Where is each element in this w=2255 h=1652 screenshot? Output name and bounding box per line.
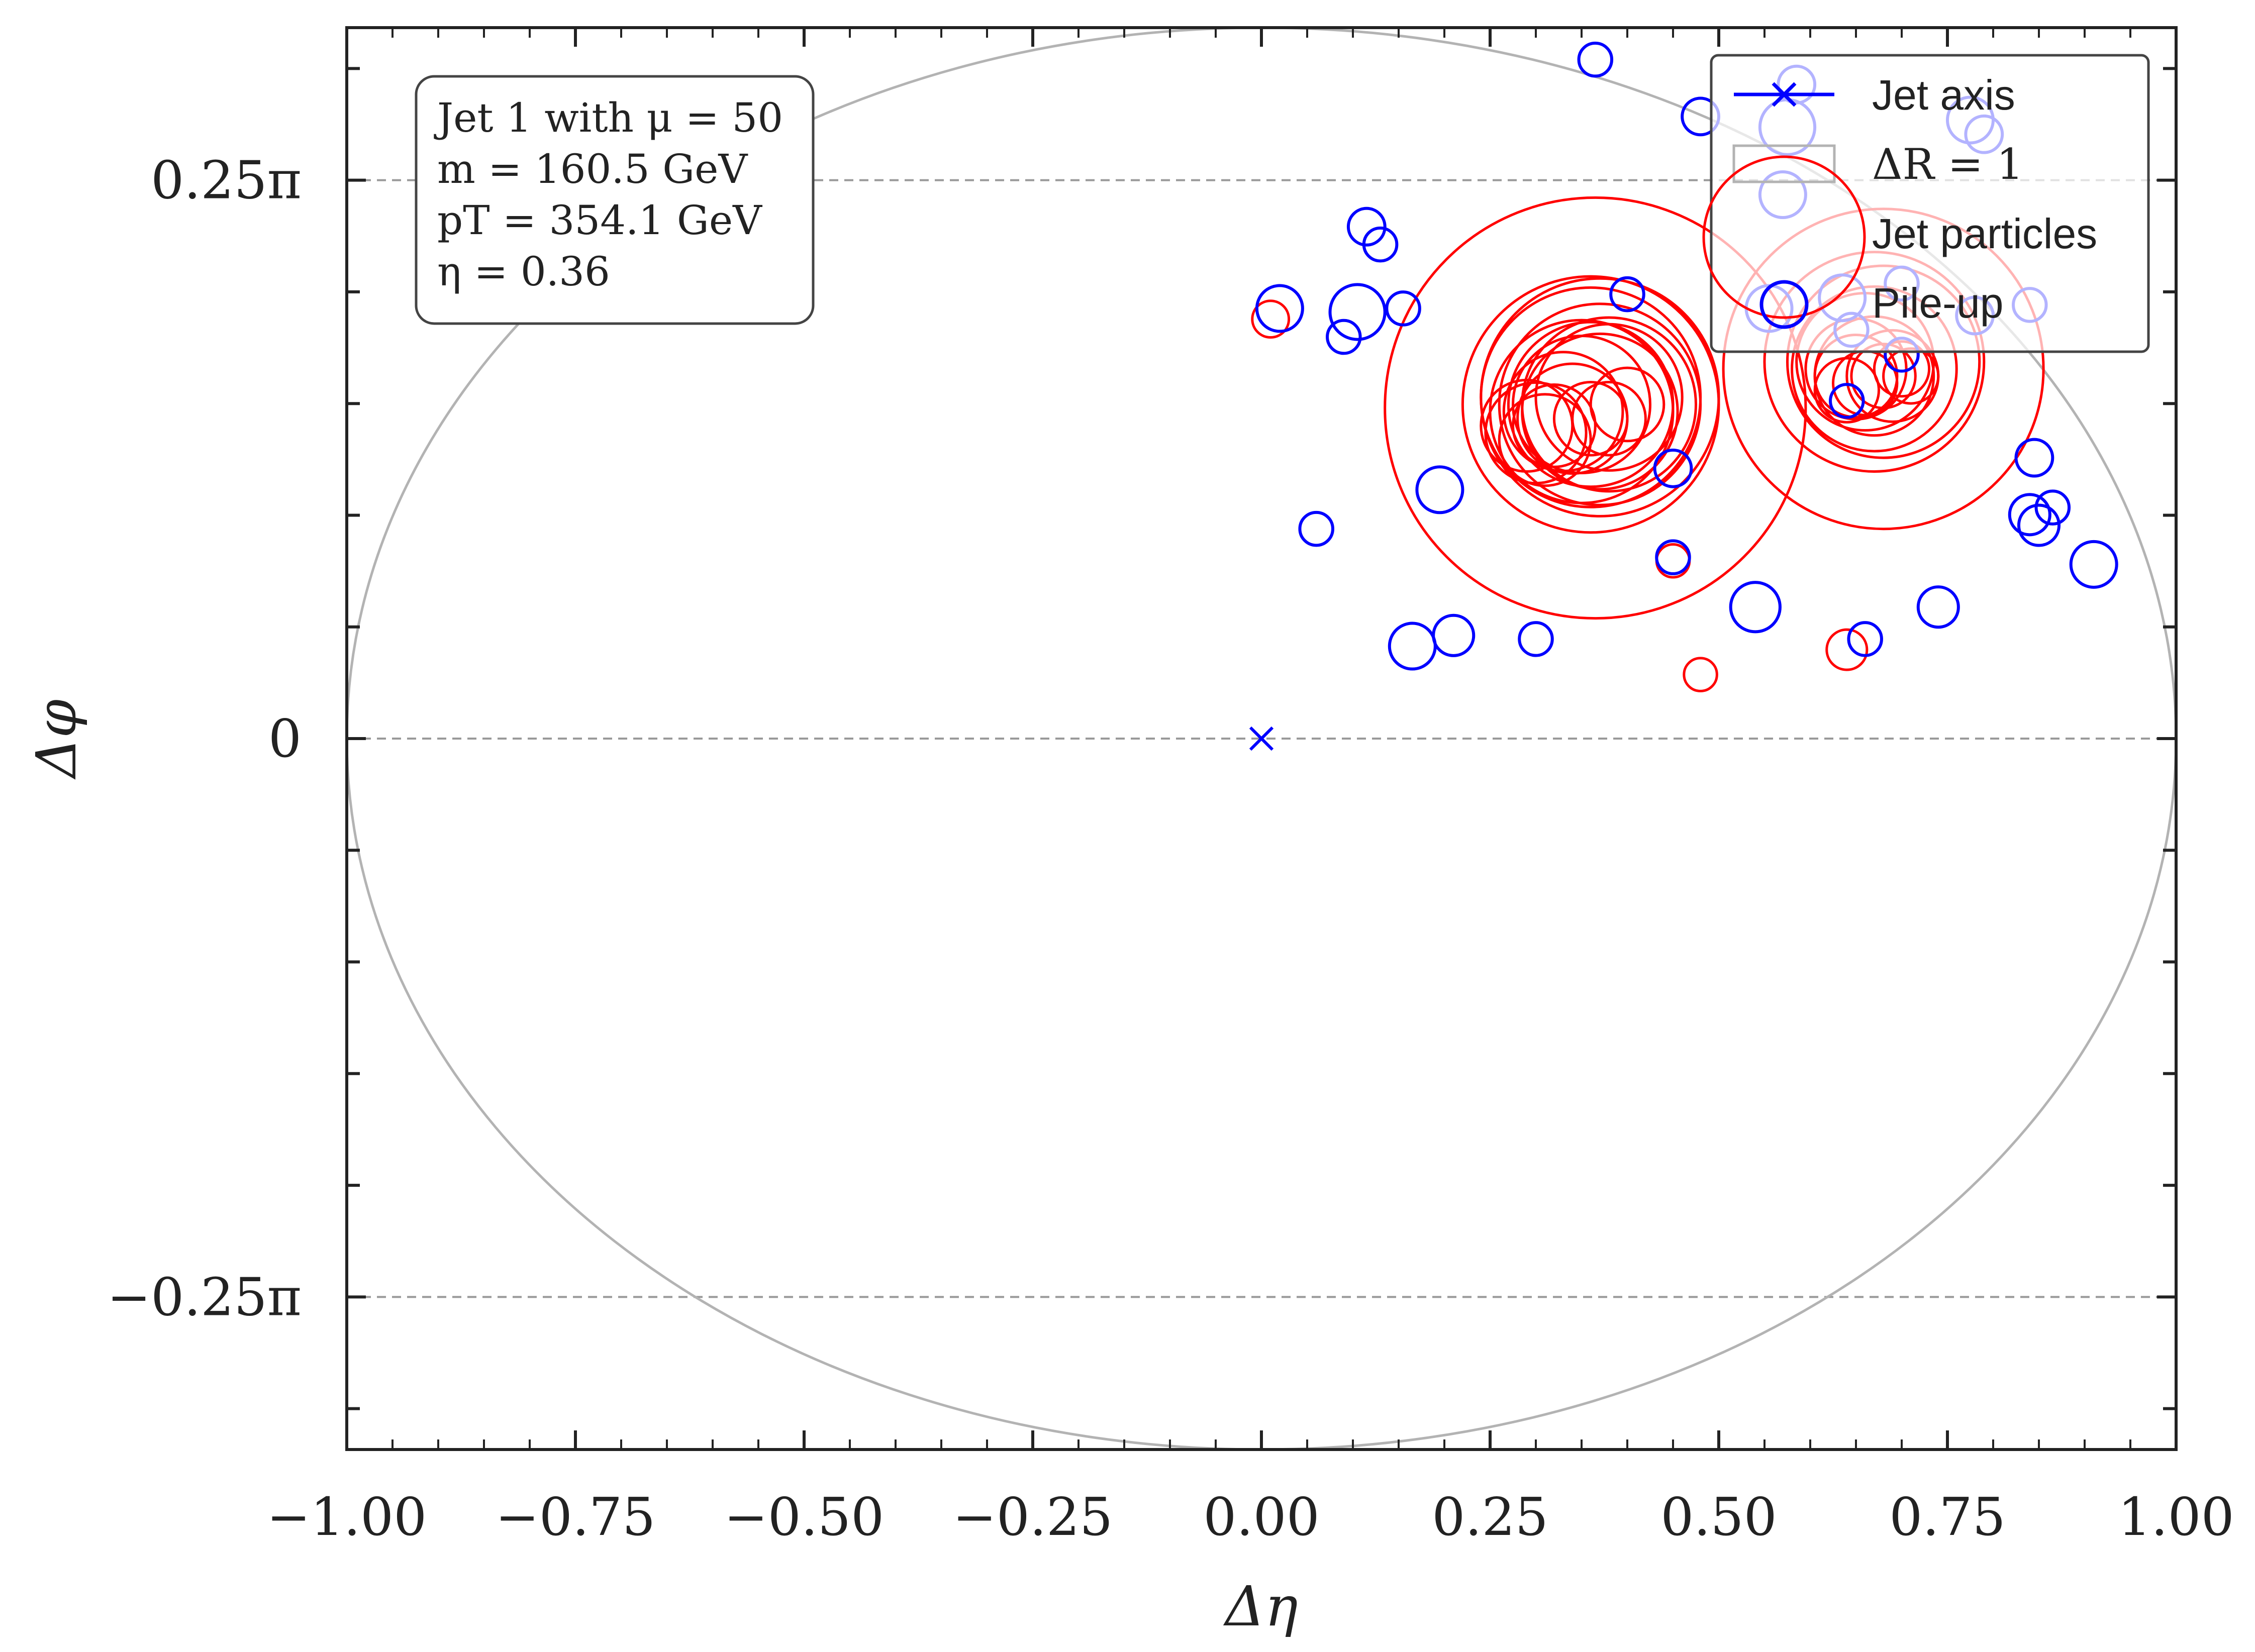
- x-tick-label: 0.25: [1432, 1486, 1548, 1547]
- x-tick-label: 1.00: [2118, 1486, 2234, 1547]
- pileup-point: [2017, 503, 2061, 547]
- jet-axis-stroke: [1249, 726, 1274, 751]
- pileup-point: [1729, 581, 1782, 634]
- pileup-point: [1385, 290, 1421, 327]
- y-tick-label: 0.25π: [151, 150, 302, 211]
- info-box: Jet 1 with μ = 50 m = 160.5 GeV pT = 354…: [415, 75, 815, 325]
- jet-particle-point: [1512, 383, 1597, 468]
- pileup-point: [2008, 493, 2051, 537]
- legend-label-pileup: Pile-up: [1872, 279, 2003, 327]
- x-tick-label: 0.50: [1660, 1486, 1777, 1547]
- pileup-point: [1653, 448, 1693, 488]
- pileup-point: [1326, 319, 1362, 355]
- legend-jet-particle-marker: [1702, 155, 1866, 319]
- jet-particle-point: [1825, 628, 1869, 671]
- jet-particle-point: [1521, 332, 1679, 491]
- info-line-3: pT = 354.1 GeV: [437, 197, 762, 244]
- jet-particle-point: [1589, 366, 1665, 443]
- y-tick-label: −0.25π: [107, 1266, 302, 1327]
- pileup-point: [1346, 206, 1387, 247]
- x-tick-label: −0.25: [953, 1486, 1113, 1547]
- pileup-point: [1655, 539, 1691, 575]
- pileup-point: [1388, 622, 1437, 671]
- pileup-point: [1916, 585, 1960, 629]
- jet-particle-point: [1507, 321, 1675, 488]
- legend-jet-axis-marker: [1734, 82, 1834, 107]
- legend-label-jet-axis: Jet axis: [1872, 71, 2015, 119]
- jet-particle-point: [1498, 393, 1592, 487]
- jet-particle-point: [1384, 196, 1807, 620]
- jet-particle-point: [1534, 323, 1684, 472]
- pileup-point: [1328, 283, 1387, 341]
- jet-particle-point: [1571, 380, 1647, 457]
- x-tick-label: −0.75: [496, 1486, 656, 1547]
- info-line-4: η = 0.36: [437, 248, 610, 295]
- pileup-point: [1298, 510, 1334, 547]
- pileup-point: [1577, 41, 1614, 78]
- info-line-2: m = 160.5 GeV: [437, 146, 748, 192]
- x-tick-label: −0.50: [724, 1486, 885, 1547]
- tick-layer: −1.00 −0.75 −0.50 −0.25 0.00 0.25 0.50 0.75 1.00…: [107, 28, 2234, 1547]
- pileup-point: [2014, 438, 2054, 478]
- legend-pileup-marker: [1759, 280, 1809, 329]
- jet-particle-point: [1502, 351, 1624, 472]
- x-tick-label: −1.00: [267, 1486, 427, 1547]
- info-box-frame: [415, 75, 815, 325]
- y-axis-label: Δφ: [24, 699, 88, 780]
- pileup-point: [1847, 621, 1883, 657]
- x-axis-label: Δη: [1223, 1574, 1298, 1638]
- jet-particle-point: [1484, 381, 1588, 485]
- pileup-point: [2069, 540, 2118, 589]
- jet-particle-point: [1251, 299, 1291, 339]
- legend-label-jet-particles: Jet particles: [1872, 210, 2097, 257]
- info-line-1: Jet 1 with μ = 50: [434, 94, 783, 141]
- pileup-point: [1829, 383, 1865, 419]
- pileup-point: [1415, 465, 1464, 514]
- pileup-point: [1432, 613, 1476, 657]
- y-tick-label: 0: [268, 708, 302, 769]
- jet-particle-point: [1683, 657, 1718, 692]
- jet-axis-marker: [1249, 726, 1274, 751]
- pileup-point: [1609, 276, 1645, 313]
- x-tick-label: 0.75: [1889, 1486, 2006, 1547]
- x-tick-label: 0.00: [1203, 1486, 1320, 1547]
- pileup-point: [1362, 226, 1399, 263]
- legend: Jet axis ΔR = 1 Jet particles Pile-up: [1702, 54, 2150, 353]
- jet-particle-point: [1498, 302, 1702, 506]
- pileup-point: [1255, 284, 1304, 333]
- jet-particle-point: [1552, 380, 1629, 457]
- pileup-point: [2034, 489, 2071, 526]
- pileup-point: [1518, 621, 1554, 657]
- legend-label-delta-r: ΔR = 1: [1872, 140, 2023, 189]
- legend-delta-r-patch: [1732, 144, 1836, 183]
